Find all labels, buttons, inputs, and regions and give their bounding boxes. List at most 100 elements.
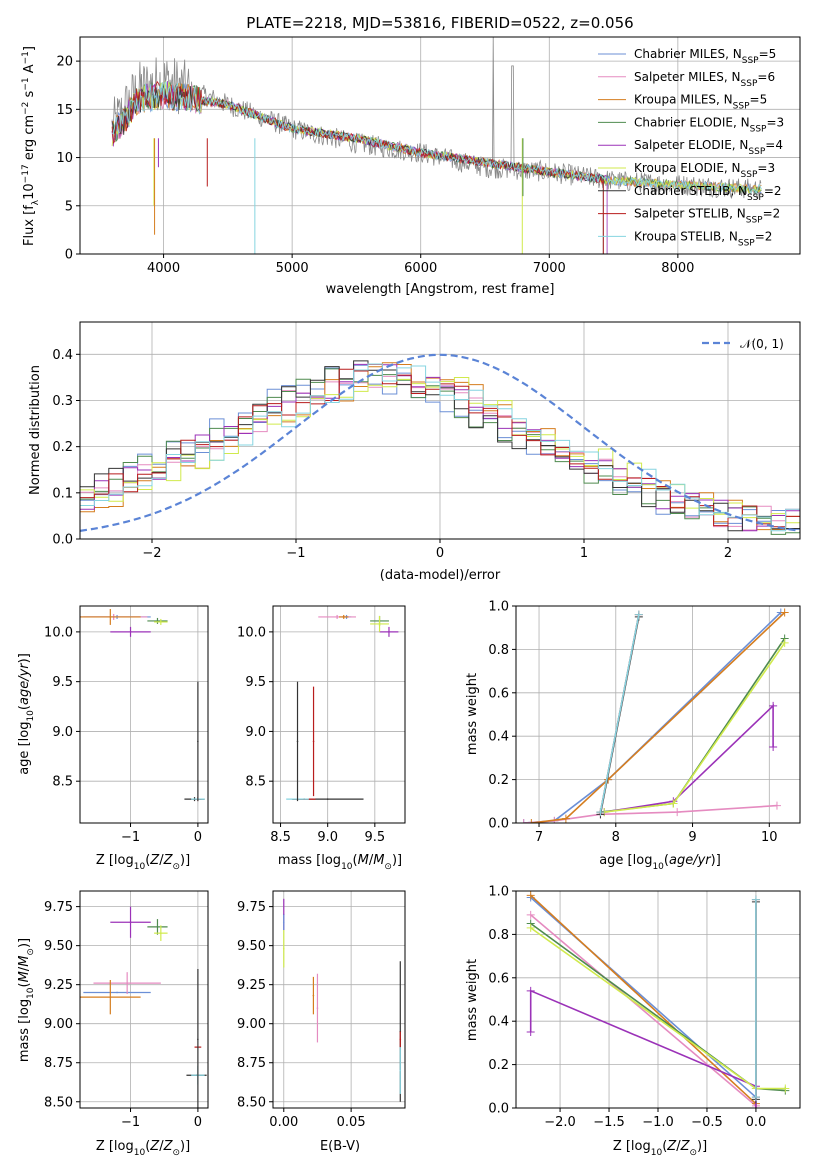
label-part: (: [17, 982, 32, 987]
label-part: Flux [f: [22, 205, 37, 246]
label-part: /: [17, 966, 32, 971]
y-tick-label: 8.50: [237, 1095, 266, 1110]
label-part: SSP: [746, 216, 763, 226]
y-tick-label: 9.00: [237, 1017, 266, 1032]
plot-area: [80, 608, 205, 802]
label-part: )]: [711, 853, 721, 868]
label-part: −2: [21, 102, 31, 115]
legend-label: Chabrier STELIB, NSSP=2: [634, 184, 782, 203]
label-part: (: [662, 1139, 667, 1154]
legend-label: Salpeter ELODIE, NSSP=4: [634, 138, 783, 157]
label-part: SSP: [738, 238, 755, 248]
x-tick-label: −2.0: [544, 1115, 576, 1130]
data-point: [156, 926, 159, 928]
weight-marker: [526, 891, 535, 900]
data-point: [326, 798, 329, 800]
label-part: 10: [22, 183, 37, 200]
label-part: ⊙: [172, 862, 180, 872]
x-tick-label: 9.5: [364, 830, 385, 845]
data-point: [282, 947, 285, 950]
label-part: −1: [21, 51, 31, 64]
label-part: age/yr: [669, 853, 712, 868]
weight-marker: [519, 819, 528, 823]
y-tick-label: 9.5: [245, 675, 266, 690]
axes-frame: [79, 890, 209, 1109]
label-part: (: [17, 705, 32, 710]
data-point: [109, 996, 112, 998]
label-part: Z: [163, 853, 174, 868]
y-tick-label: 0.3: [52, 394, 73, 409]
data-point: [399, 1038, 402, 1041]
x-tick-label: −1: [286, 546, 305, 561]
data-point: [197, 740, 199, 743]
label-part: 10: [134, 862, 146, 872]
label-part: =4: [765, 138, 783, 152]
label-part: M: [17, 956, 32, 967]
y-tick-label: 10: [56, 151, 73, 166]
x-tick-label: −1: [121, 830, 140, 845]
residual-histogram: [80, 364, 800, 530]
y-tick-label: 10.0: [237, 625, 266, 640]
y-tick-label: 8.5: [52, 775, 73, 790]
weight-marker: [561, 814, 570, 823]
label-part: =6: [757, 70, 775, 84]
x-axis-label: mass [log10(M/M⊙)]: [278, 853, 402, 872]
y-tick-label: 9.75: [44, 900, 73, 915]
data-point: [160, 932, 162, 934]
label-part: )]: [697, 1139, 707, 1154]
weight-marker: [526, 910, 535, 919]
label-part: 10: [134, 1148, 146, 1158]
x-tick-label: 10: [761, 830, 778, 845]
weight-marker: [781, 1084, 790, 1093]
y-axis-label: mass weight: [465, 959, 480, 1041]
label-part: =2: [755, 229, 773, 243]
label-part: SSP: [747, 193, 764, 203]
legend-label: Kroupa STELIB, NSSP=2: [634, 229, 772, 248]
label-part: /: [676, 1139, 681, 1154]
plot-area: [80, 906, 207, 1108]
y-tick-label: 15: [56, 103, 73, 118]
y-tick-label: 9.75: [237, 900, 266, 915]
legend-label: Chabrier ELODIE, NSSP=3: [634, 115, 784, 134]
y-tick-label: 0.8: [488, 643, 509, 658]
x-tick-label: 0.0: [746, 1115, 767, 1130]
data-point: [399, 1069, 402, 1072]
label-part: )]: [17, 653, 32, 663]
weight-line: [604, 642, 786, 813]
label-part: M: [358, 853, 369, 868]
x-tick-label: 9.0: [317, 830, 338, 845]
model-spectrum: [111, 81, 762, 195]
data-point: [316, 1007, 319, 1009]
y-tick-label: 0.1: [52, 486, 73, 501]
axes-frame: [272, 890, 406, 1109]
y-tick-label: 0.4: [52, 348, 73, 363]
y-tick-label: 8.75: [44, 1056, 73, 1071]
x-tick-label: 8000: [661, 261, 694, 276]
label-part: Z: [149, 853, 160, 868]
label-part: Chabrier MILES, N: [634, 47, 742, 61]
y-axis-label: mass [log10(M/M⊙)]: [17, 938, 36, 1062]
y-tick-label: 5: [65, 199, 73, 214]
data-point: [342, 616, 345, 618]
x-tick-label: −1: [121, 1115, 140, 1130]
y-tick-label: 0.8: [488, 928, 509, 943]
data-point: [126, 982, 128, 984]
data-point: [378, 623, 381, 625]
y-tick-label: 9.0: [52, 725, 73, 740]
panel-age_vs_Z: −1 08.59.09.510.0Z [log10(Z/Z⊙)]age [log1…: [17, 605, 209, 872]
y-tick-label: 9.50: [44, 939, 73, 954]
plot-area: [282, 898, 402, 1102]
label-part: −17: [21, 164, 31, 183]
label-part: /: [369, 853, 374, 868]
plot-area: [526, 891, 790, 1108]
label-part: =3: [757, 161, 775, 175]
x-tick-label: 7: [535, 830, 543, 845]
label-part: ⊙: [172, 1148, 180, 1158]
label-part: 10: [652, 862, 664, 872]
y-tick-label: 0.6: [488, 686, 509, 701]
gridlines: [273, 606, 405, 823]
plot-area: [286, 614, 399, 802]
y-tick-label: 0.2: [52, 440, 73, 455]
weight-marker: [751, 895, 760, 904]
